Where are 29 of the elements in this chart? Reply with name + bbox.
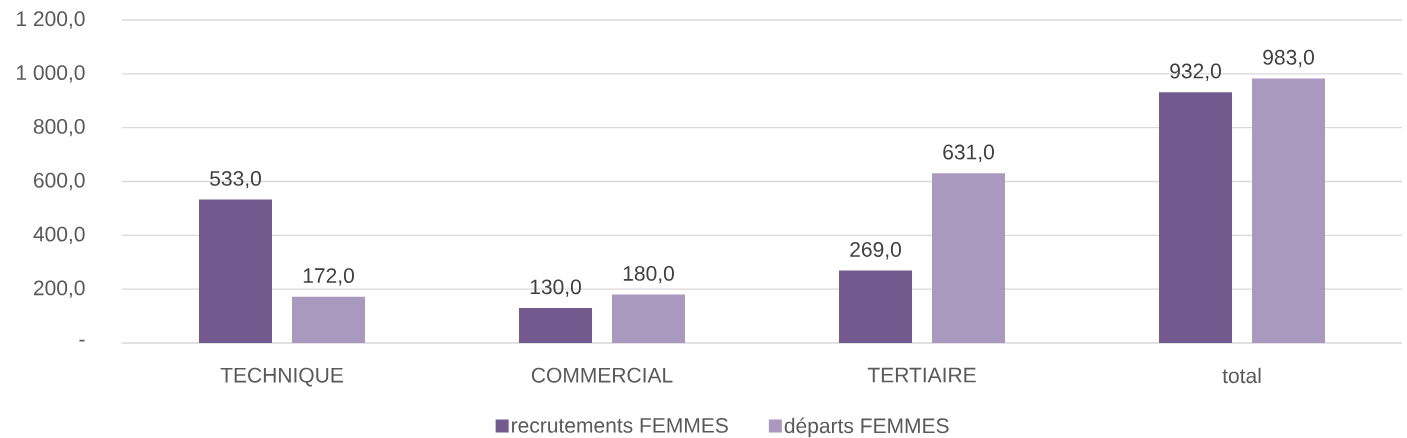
bar xyxy=(1252,78,1326,343)
data-label: 631,0 xyxy=(943,144,994,162)
x-tick-label: TERTIAIRE xyxy=(867,367,976,382)
y-tick-label: 800,0 xyxy=(33,118,85,137)
bar xyxy=(199,199,273,343)
data-label: 533,0 xyxy=(210,170,261,189)
y-tick-label: - xyxy=(79,339,85,342)
data-label: 180,0 xyxy=(623,265,674,284)
x-tick-label: TECHNIQUE xyxy=(220,367,343,387)
bar xyxy=(519,307,593,343)
x-tick-label: COMMERCIAL xyxy=(531,367,673,383)
y-tick-label: 600,0 xyxy=(33,172,85,190)
y-tick-label: 400,0 xyxy=(33,226,85,244)
data-label: 172,0 xyxy=(303,267,354,286)
data-label: 983,0 xyxy=(1263,49,1314,67)
legend-label: départs FEMMES xyxy=(784,417,949,438)
data-label: 269,0 xyxy=(850,241,901,260)
bar xyxy=(839,270,913,343)
data-label: 932,0 xyxy=(1170,63,1221,81)
y-tick-label: 1 200,0 xyxy=(17,11,85,29)
bar xyxy=(1159,91,1233,343)
y-tick-label: 200,0 xyxy=(33,280,85,298)
legend-label: recrutements FEMMES xyxy=(512,417,728,433)
y-tick-label: 1 000,0 xyxy=(17,64,85,83)
bar xyxy=(292,296,366,343)
bar xyxy=(612,294,686,343)
x-tick-label: total xyxy=(1222,367,1261,383)
bar xyxy=(932,172,1006,343)
data-label: 130,0 xyxy=(530,279,581,297)
